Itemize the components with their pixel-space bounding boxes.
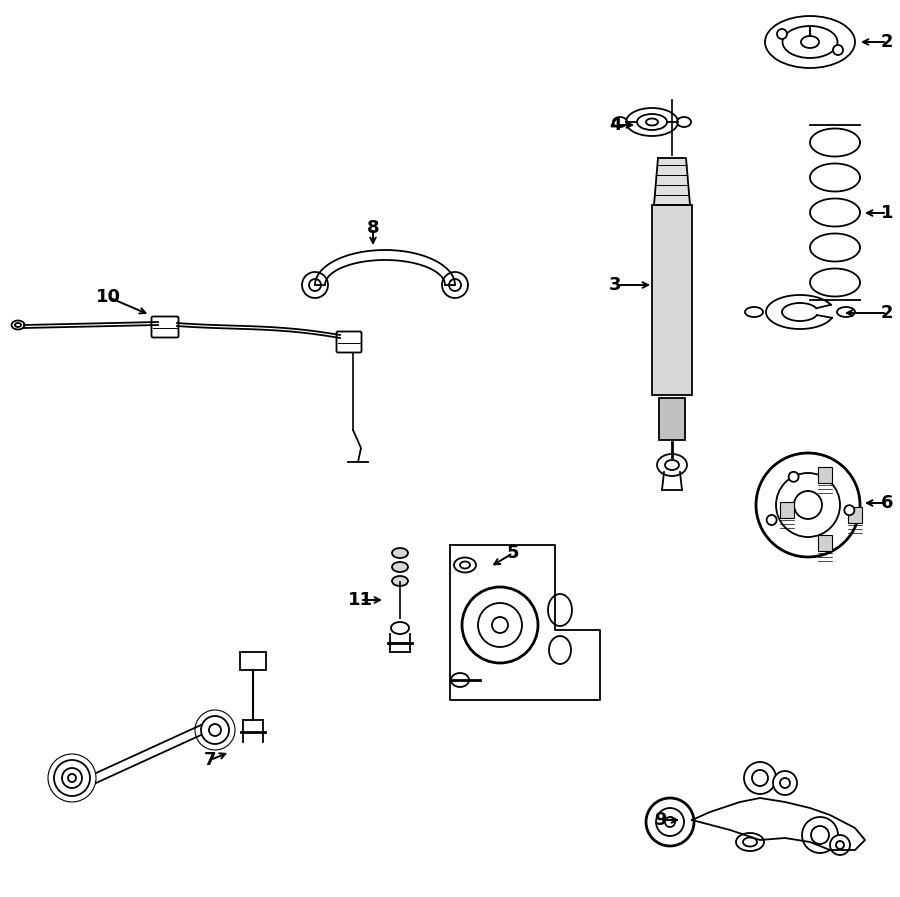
Circle shape [209, 724, 221, 736]
Circle shape [665, 817, 675, 827]
Ellipse shape [736, 833, 764, 851]
Text: 2: 2 [881, 33, 893, 51]
Text: 10: 10 [95, 288, 121, 306]
Circle shape [776, 473, 840, 537]
FancyBboxPatch shape [151, 317, 178, 337]
Circle shape [201, 716, 229, 744]
Bar [652, 205, 692, 395]
Ellipse shape [15, 323, 21, 327]
Text: 5: 5 [507, 544, 519, 562]
Circle shape [830, 835, 850, 855]
Circle shape [756, 453, 860, 557]
Circle shape [442, 272, 468, 298]
Circle shape [62, 768, 82, 788]
Ellipse shape [391, 622, 409, 634]
Circle shape [780, 778, 790, 788]
Ellipse shape [677, 117, 691, 127]
Circle shape [794, 491, 822, 519]
FancyBboxPatch shape [337, 332, 362, 353]
Ellipse shape [646, 118, 658, 126]
Bar [780, 502, 794, 518]
Circle shape [811, 826, 829, 844]
Ellipse shape [454, 558, 476, 572]
Text: 2: 2 [881, 304, 893, 322]
Circle shape [54, 760, 90, 796]
Circle shape [302, 272, 328, 298]
Ellipse shape [801, 36, 819, 48]
Ellipse shape [548, 594, 572, 626]
Ellipse shape [665, 460, 679, 470]
Bar [818, 535, 832, 551]
Ellipse shape [782, 26, 838, 58]
Bar [818, 467, 832, 483]
Ellipse shape [549, 636, 571, 664]
Circle shape [744, 762, 776, 794]
Ellipse shape [637, 114, 667, 130]
Ellipse shape [12, 320, 24, 329]
Text: 9: 9 [653, 811, 666, 829]
Ellipse shape [613, 117, 627, 127]
Circle shape [833, 45, 843, 55]
Text: 7: 7 [203, 751, 216, 769]
Text: 1: 1 [881, 204, 893, 222]
Ellipse shape [392, 562, 408, 572]
Circle shape [449, 279, 461, 291]
Circle shape [844, 505, 854, 515]
Ellipse shape [451, 673, 469, 687]
Circle shape [656, 808, 684, 836]
Circle shape [767, 515, 777, 525]
Bar [848, 507, 862, 523]
Ellipse shape [745, 307, 763, 317]
Polygon shape [654, 158, 690, 205]
Circle shape [68, 774, 76, 782]
Ellipse shape [460, 562, 470, 569]
Ellipse shape [837, 307, 855, 317]
Circle shape [802, 817, 838, 853]
Text: 3: 3 [608, 276, 621, 294]
Circle shape [777, 29, 787, 39]
Ellipse shape [626, 108, 678, 136]
Circle shape [788, 472, 798, 482]
Ellipse shape [392, 576, 408, 586]
Circle shape [773, 771, 797, 795]
Circle shape [492, 617, 508, 633]
Ellipse shape [657, 454, 687, 476]
Text: 4: 4 [608, 116, 621, 134]
Ellipse shape [392, 548, 408, 558]
Bar [240, 652, 266, 670]
Bar [659, 398, 685, 440]
Text: 11: 11 [347, 591, 373, 609]
Ellipse shape [765, 16, 855, 68]
Text: 8: 8 [366, 219, 379, 237]
Text: 6: 6 [881, 494, 893, 512]
Circle shape [646, 798, 694, 846]
Circle shape [752, 770, 768, 786]
Ellipse shape [743, 838, 757, 847]
Circle shape [462, 587, 538, 663]
Circle shape [836, 841, 844, 849]
Circle shape [309, 279, 321, 291]
Circle shape [478, 603, 522, 647]
